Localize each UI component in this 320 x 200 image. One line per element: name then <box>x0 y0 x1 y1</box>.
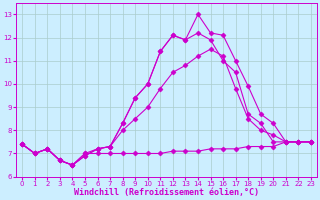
X-axis label: Windchill (Refroidissement éolien,°C): Windchill (Refroidissement éolien,°C) <box>74 188 259 197</box>
